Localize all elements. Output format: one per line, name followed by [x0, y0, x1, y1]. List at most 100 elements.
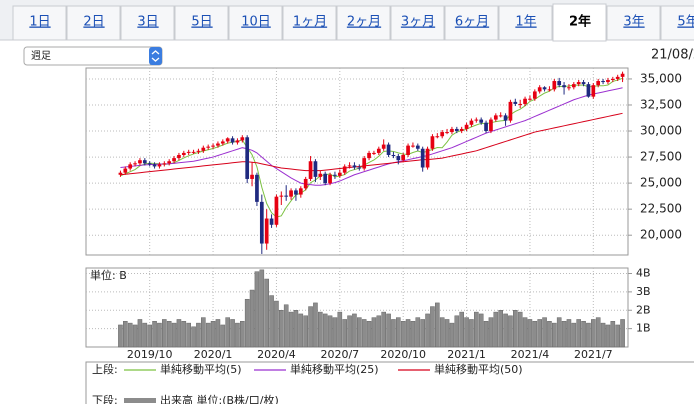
volume-bar [147, 324, 152, 348]
tab[interactable] [12, 5, 67, 41]
tab-label[interactable]: 3年 [623, 15, 644, 30]
candle-body [489, 119, 493, 132]
tab-label[interactable]: 1日 [29, 15, 50, 30]
tab-label[interactable]: 3ヶ月 [401, 15, 435, 30]
tab[interactable] [228, 5, 283, 41]
candle-body [610, 78, 615, 80]
volume-bar [264, 278, 269, 348]
y-tick-label: 22,500 [640, 202, 682, 216]
volume-bar [469, 319, 474, 348]
volume-bar [293, 310, 299, 348]
volume-bar [371, 317, 377, 348]
candle-body [469, 120, 474, 125]
candle-body [347, 165, 352, 167]
candle-body [571, 84, 576, 88]
x-tick-label: 2021/1 [447, 348, 486, 361]
tab-label[interactable]: 2年 [569, 14, 591, 30]
volume-bar [552, 322, 557, 348]
tab-label[interactable]: 2日 [83, 15, 104, 30]
volume-bar [547, 321, 552, 348]
tab[interactable] [174, 5, 229, 41]
y-tick-label: 3B [636, 285, 651, 298]
plot-frame [85, 67, 629, 256]
tab-label[interactable]: 1年 [515, 15, 536, 30]
select-chevrons [151, 50, 160, 62]
y-tick-label: 30,000 [640, 124, 682, 138]
candle-body [167, 161, 172, 164]
select-arrow[interactable] [149, 47, 162, 65]
candle-body [596, 81, 601, 86]
volume-bar [396, 317, 401, 348]
candle-body [177, 154, 181, 159]
candle-body [474, 119, 479, 121]
tab-label[interactable]: 6ヶ月 [455, 15, 489, 30]
candle-body [162, 163, 167, 165]
candle-body [216, 143, 220, 146]
tab-label[interactable]: 3日 [137, 15, 158, 30]
candle-body [269, 218, 274, 225]
volume-bar [376, 315, 382, 348]
candle-body [420, 148, 425, 168]
candle-body [586, 84, 591, 97]
volume-bar [591, 319, 596, 348]
tab[interactable] [282, 5, 337, 41]
candle-body [367, 152, 371, 159]
volume-bar [459, 311, 464, 348]
volume-bar [162, 319, 167, 348]
y-tick-label: 35,000 [640, 71, 682, 85]
tab[interactable] [390, 5, 445, 41]
candle-body [406, 145, 410, 155]
tab-label[interactable]: 2ヶ月 [347, 15, 381, 30]
candle-body [591, 85, 596, 97]
tab-label[interactable]: 1ヶ月 [293, 15, 327, 30]
candle-body [274, 196, 279, 225]
tab[interactable] [120, 5, 175, 41]
tab[interactable] [498, 5, 553, 41]
candle-body [225, 138, 230, 142]
volume-bar [498, 310, 503, 348]
legend-box [85, 361, 694, 404]
candle-body [620, 73, 625, 77]
tab[interactable] [660, 5, 694, 41]
volume-bar [337, 311, 343, 348]
tab-label[interactable]: 5年 [677, 15, 694, 30]
candle-body [552, 81, 557, 90]
candle-body [435, 136, 440, 138]
volume-bar [420, 319, 425, 348]
tab-label[interactable]: 10日 [241, 15, 271, 30]
candle-body [581, 82, 586, 85]
volume-bar [283, 304, 289, 348]
candle-body [391, 154, 396, 157]
candle-body [123, 168, 128, 173]
candle-body [567, 87, 571, 89]
legend-label: 単純移動平均(50) [434, 362, 523, 376]
volume-bar [298, 313, 304, 348]
volume-bar [503, 313, 508, 348]
candle-body [240, 137, 245, 141]
volume-bar [430, 306, 435, 348]
candle-body [415, 145, 420, 149]
volume-bar [464, 317, 469, 348]
tab[interactable] [552, 3, 607, 42]
candle-body [230, 138, 235, 143]
candle-body [157, 164, 162, 167]
volume-bar [522, 317, 528, 348]
volume-bar [615, 324, 620, 348]
volume-bar [605, 324, 611, 348]
candle-body [518, 103, 523, 105]
candle-body [615, 76, 620, 79]
y-tick-label: 4B [636, 267, 651, 280]
tab[interactable] [66, 5, 121, 41]
candle-body [386, 144, 391, 155]
tab[interactable] [606, 5, 661, 41]
y-tick-label: 20,000 [640, 228, 682, 242]
tab-label[interactable]: 5日 [191, 15, 212, 30]
volume-bar [488, 317, 494, 348]
volume-bar [259, 269, 265, 348]
tab[interactable] [336, 5, 391, 41]
candle-body [220, 141, 225, 144]
tab[interactable] [444, 5, 499, 41]
period-select-label[interactable]: 週足 [31, 50, 51, 62]
volume-bar [244, 298, 250, 348]
